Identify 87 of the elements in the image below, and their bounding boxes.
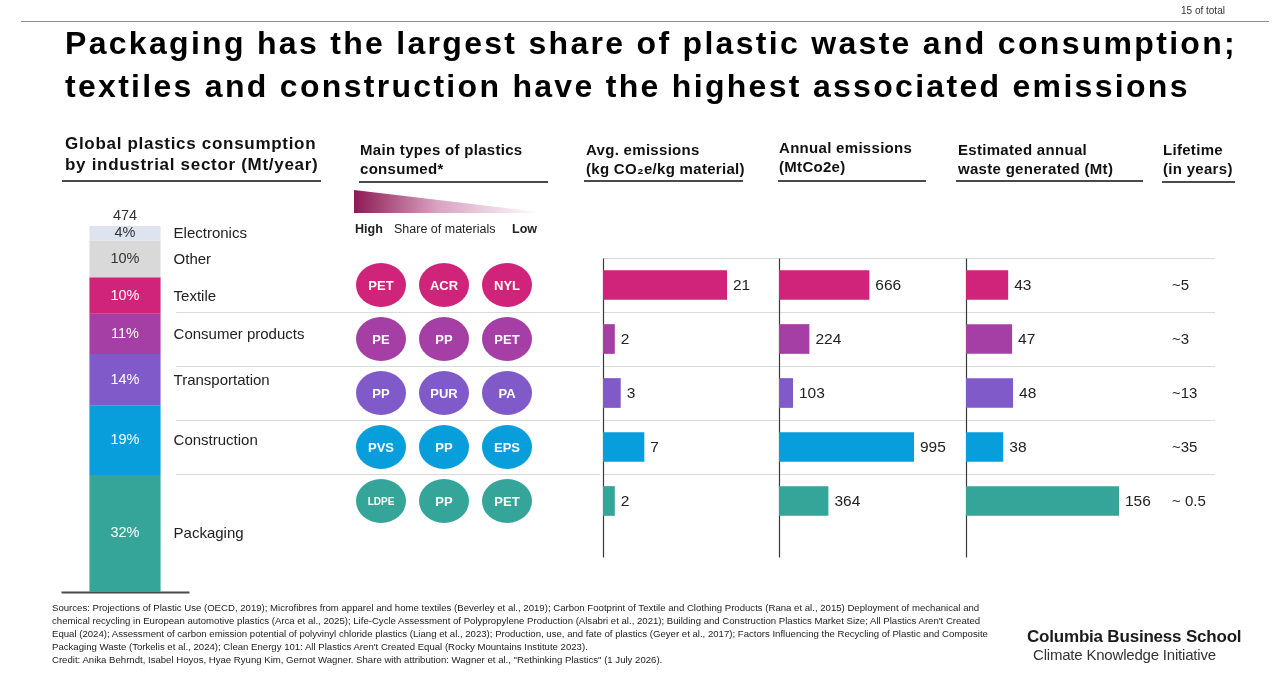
bar [779,378,793,408]
data-label: 11% [111,324,140,341]
data-label: 364 [834,492,861,509]
bar [966,324,1013,354]
bar [89,313,161,355]
data-label: 224 [815,330,842,347]
oval-badge: ACR [419,263,469,307]
text: Columbia Business School [1027,627,1242,647]
data-label: 38 [1009,438,1027,455]
text: Lifetime (in years) [1163,141,1233,178]
series-label: Transportation [173,370,270,388]
oval-badge: EPS [482,425,532,469]
text: Share of materials [394,221,496,237]
data-label: 10% [110,286,140,303]
data-label: 103 [798,384,825,401]
oval-badge: PP [419,425,469,469]
oval-badge: NYL [482,263,532,307]
bar [779,486,829,516]
bar [603,486,615,516]
data-label: 4% [114,224,136,241]
text: Credit: Anika Behrndt, Isabel Hoyos, Hyae Ryung Kim, Gernot Wagner. Share with attribution: Wagner et al., "Rethinking Plastics" (1 July 2026). [52,653,664,667]
bar [603,324,615,354]
bar [603,378,621,408]
text: ~5 [1172,276,1190,294]
data-label: 43 [1014,276,1032,293]
chart-title: Estimated annual waste generated (Mt) [958,141,1114,178]
oval-badge: PP [419,479,469,523]
data-label: 995 [920,438,946,455]
bar [779,324,810,354]
oval-badge: PET [482,479,532,523]
data-label: 156 [1125,492,1151,509]
series-label: Other [173,249,212,267]
bar [89,240,161,278]
chart-title: Global plastics consumption by industrial sector (Mt/year) [65,133,319,175]
series-label: Electronics [173,224,247,242]
text: Packaging has the largest share of plastic waste and consumption; textiles and construction have the highest associated emissions [65,24,1237,106]
oval-badge: PUR [419,371,469,415]
bar [779,270,870,300]
text: Climate Knowledge Initiative [1033,646,1216,664]
data-label: 14% [110,370,140,387]
bar [779,432,914,462]
bar [603,432,645,462]
oval-badge: LDPE [356,479,406,523]
data-label: 47 [1018,330,1036,347]
bar [89,405,161,475]
series-label: Construction [173,431,258,449]
text: 474 [112,207,138,223]
data-label: 32% [110,524,140,541]
series-label: Packaging [173,524,244,542]
chart-title: Annual emissions (MtCo2e) [779,139,913,176]
data-label: 10% [110,249,140,266]
text: ~ 0.5 [1172,492,1206,510]
text: 15 of total [1181,4,1225,17]
data-label: 2 [620,330,630,347]
oval-badge: PVS [356,425,406,469]
text: ~3 [1172,330,1190,348]
data-label: 19% [110,431,140,448]
oval-badge: PET [356,263,406,307]
text: High [355,221,383,237]
bar [89,354,161,406]
bar [966,486,1119,516]
series-label: Consumer products [173,324,305,342]
data-label: 21 [733,276,751,293]
oval-badge: PET [482,317,532,361]
data-label: 48 [1019,384,1037,401]
data-label: 3 [626,384,636,401]
bar [89,277,161,314]
bar [966,432,1004,462]
series-label: Textile [173,286,217,304]
oval-badge: PP [419,317,469,361]
source-note: Sources: Projections of Plastic Use (OECD, 2019); Microfibres from apparel and home textiles (Beverley et al., 2019); Carbon Footprint of Textile and Clothing Products (Rana et al., 2015) Deployment of mechanical and chemical recycling in European automotive plastics (Arca et al., 2025); Life-Cycle Assessment of Polypropylene Production (Alsabri et al., 2021); Building and Construction Plastics Market Size; All Plastics Aren't Created Equal (2024); Assessment of carbon emission potential of polyvinyl chloride plastics (Liang et al., 2023); Production, use, and fate of plastics (Geyer et al., 2017); Factors Influencing the Recycling of Plastic and Composite Packaging Waste (Torkelis et al., 2024); Clean Energy 101: All Plastics Aren't Created Equal (Rocky Mountains Institute 2023). [52,602,989,654]
text: Main types of plastics consumed* [360,141,523,178]
bar [603,270,727,300]
bar [966,378,1014,408]
data-label: 7 [650,438,659,455]
bar [89,474,161,592]
oval-badge: PA [482,371,532,415]
bar [966,270,1009,300]
data-label: 666 [875,276,902,293]
data-label: 2 [620,492,630,509]
chart-title: Avg. emissions (kg CO₂e/kg material) [586,141,745,178]
text: ~35 [1172,438,1198,456]
text: ~13 [1172,384,1198,402]
text: Low [512,221,537,237]
oval-badge: PE [356,317,406,361]
oval-badge: PP [356,371,406,415]
bar [89,226,161,241]
